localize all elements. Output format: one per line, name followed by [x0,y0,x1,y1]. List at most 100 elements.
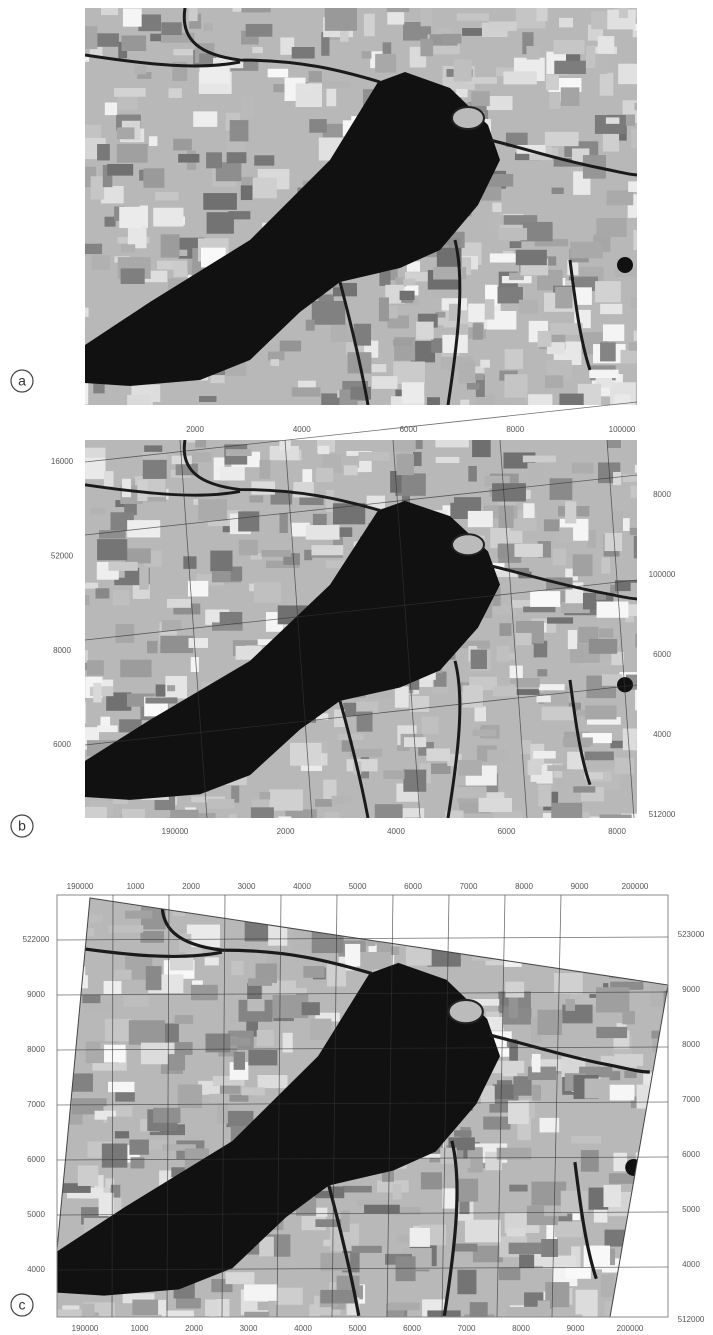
field [82,244,102,254]
field [113,970,131,980]
field [138,14,161,31]
field [600,342,616,361]
field [108,925,143,933]
field [366,929,375,946]
field [320,1290,356,1304]
field [501,0,523,7]
field [623,824,650,842]
field [161,22,181,35]
coordinate-label: 52000 [51,551,74,560]
field [238,511,259,531]
field [647,1195,657,1218]
field [204,23,213,31]
field [651,623,660,632]
field [91,508,106,515]
field [649,1117,677,1136]
field [546,75,559,90]
field [338,408,356,415]
field [458,1179,478,1202]
field [651,701,682,716]
field [404,906,429,918]
field [60,944,69,960]
field [77,702,86,724]
field [632,1246,667,1270]
field [332,796,352,804]
field [650,984,663,1007]
field [492,203,501,213]
field [298,820,326,830]
field [150,34,161,42]
field [656,401,684,415]
field [348,824,372,835]
field [229,1095,248,1102]
field [510,241,522,248]
field [147,641,158,653]
field [448,891,482,906]
field [302,1002,320,1015]
field [189,3,198,21]
field [280,341,301,352]
field [325,7,357,31]
field [600,73,614,96]
field [462,28,482,36]
scene [40,887,703,1335]
field [603,324,624,341]
field [103,1323,112,1331]
field [437,889,458,901]
field [452,907,472,923]
field [122,825,131,835]
field [122,479,131,497]
field [565,501,576,523]
field [607,439,621,448]
coordinate-label: 5000 [349,1324,367,1333]
field [178,154,199,163]
field [139,567,148,590]
field [538,1301,550,1319]
field [404,817,421,829]
field [251,481,275,494]
field [649,85,657,95]
field [589,370,618,378]
field [145,406,154,420]
field [358,452,389,461]
field [101,186,124,203]
field [586,817,608,831]
field [613,1153,627,1171]
coordinate-label: 6000 [404,882,422,891]
field [227,152,247,163]
field [63,959,74,968]
field [526,46,539,60]
field [632,940,653,957]
field [657,1096,685,1117]
field [206,1329,217,1335]
field [231,961,243,975]
field [210,551,232,572]
field [324,904,348,924]
field [638,445,658,459]
field [623,729,637,751]
field [634,536,664,559]
field [559,18,573,28]
field [659,706,671,722]
field [107,1117,139,1132]
field [220,467,244,481]
field [651,1256,660,1264]
field [531,928,554,937]
field [535,904,561,918]
field [188,638,207,648]
field [634,331,647,341]
field [193,111,217,126]
field [662,950,685,965]
field [541,1239,558,1257]
field [609,1173,641,1184]
field [276,1288,303,1305]
field [638,345,671,367]
field [413,452,422,466]
field [630,528,659,535]
field [667,1140,696,1147]
field [516,633,532,645]
field [631,486,647,498]
field [372,376,398,389]
coordinate-label: 5000 [349,882,367,891]
field [259,792,270,800]
